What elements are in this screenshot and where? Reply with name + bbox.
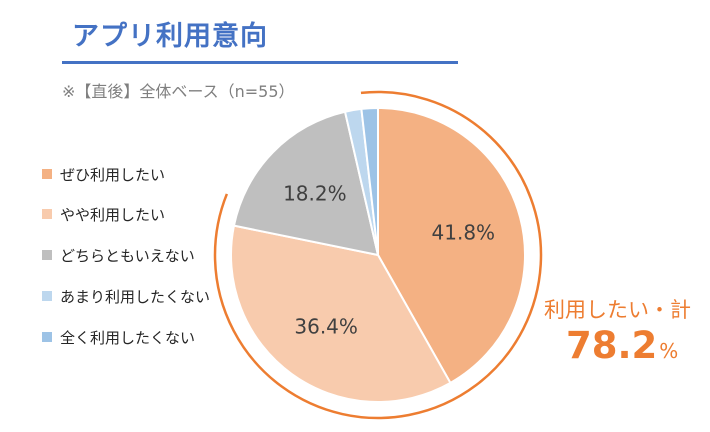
legend-label: ぜひ利用したい — [60, 165, 166, 184]
legend-item-somewhat-use: やや利用したい — [42, 204, 165, 224]
slice-data-label: 36.4% — [294, 314, 358, 338]
total-bracket-arc — [213, 90, 543, 420]
legend-item-neutral: どちらともいえない — [42, 245, 195, 265]
legend-item-rather-not-use: あまり利用したくない — [42, 286, 210, 306]
total-annotation-value: 78.2 — [566, 324, 658, 367]
chart-title: アプリ利用意向 — [72, 21, 268, 52]
pie-data-labels: 41.8% 36.4% 18.2% — [283, 181, 495, 338]
slice-somewhat-use — [230, 224, 452, 403]
slice-data-label: 41.8% — [432, 221, 496, 245]
legend-label: 全く利用したくない — [60, 328, 196, 347]
title-underline — [62, 61, 458, 64]
legend-swatch — [42, 332, 52, 342]
legend-item-never-use: 全く利用したくない — [42, 327, 195, 347]
legend-swatch — [42, 209, 52, 219]
legend-item-definitely-use: ぜひ利用したい — [42, 164, 165, 184]
chart-subtitle: ※【直後】全体ベース（n=55） — [62, 82, 295, 101]
slice-never-use — [360, 106, 379, 256]
pie-slices — [230, 106, 526, 403]
legend-label: あまり利用したくない — [60, 287, 211, 306]
legend-label: どちらともいえない — [60, 246, 195, 265]
slice-definitely-use — [377, 106, 526, 385]
slice-neutral — [232, 110, 380, 257]
total-annotation-value-group: 78.2% — [566, 324, 678, 367]
legend-swatch — [42, 169, 52, 179]
legend-swatch — [42, 250, 52, 260]
total-annotation-unit: % — [659, 339, 679, 363]
legend-label: やや利用したい — [60, 205, 166, 224]
total-annotation-label: 利用したい・計 — [544, 298, 691, 322]
legend-swatch — [42, 291, 52, 301]
slice-data-label: 18.2% — [283, 181, 347, 205]
